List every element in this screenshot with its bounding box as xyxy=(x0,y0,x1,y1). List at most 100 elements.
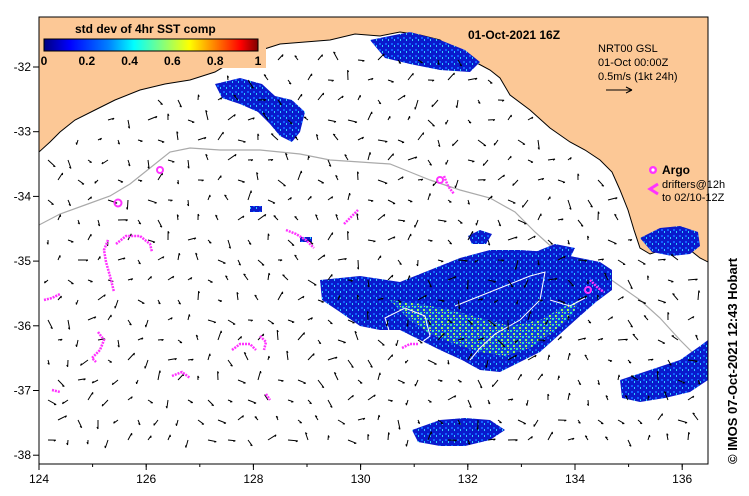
current-vector xyxy=(647,395,650,401)
current-vector xyxy=(445,159,449,165)
current-vector xyxy=(327,435,330,441)
current-vector xyxy=(487,195,493,201)
current-vector xyxy=(67,159,72,169)
current-vector xyxy=(78,259,89,262)
current-vector xyxy=(205,109,209,121)
current-vector xyxy=(287,239,295,246)
current-vector xyxy=(427,239,433,242)
current-vector xyxy=(195,252,199,261)
current-vector xyxy=(603,272,609,281)
current-vector xyxy=(447,395,457,401)
current-vector xyxy=(227,319,236,325)
current-vector xyxy=(347,69,350,81)
current-vector xyxy=(387,153,394,161)
current-vector xyxy=(127,159,131,167)
current-vector xyxy=(687,315,695,321)
current-vector xyxy=(417,59,423,64)
current-vector xyxy=(217,175,222,181)
current-vector xyxy=(557,255,566,261)
current-vector xyxy=(47,199,54,205)
current-vector xyxy=(107,314,112,321)
current-vector xyxy=(147,239,156,243)
current-vector xyxy=(657,339,666,344)
current-vector xyxy=(377,53,385,61)
current-vector xyxy=(137,259,141,265)
current-vector xyxy=(547,278,558,281)
current-vector xyxy=(397,94,406,101)
current-vector xyxy=(282,274,289,281)
current-vector xyxy=(267,272,271,281)
current-vector xyxy=(416,259,419,267)
current-vector xyxy=(47,159,56,168)
current-vector xyxy=(197,213,200,221)
current-vector xyxy=(517,139,526,145)
current-vector xyxy=(437,419,444,424)
lon-tick-label: 126 xyxy=(136,472,156,486)
current-vector xyxy=(307,399,312,405)
current-vector xyxy=(57,338,63,341)
current-vector xyxy=(197,179,204,182)
current-vector xyxy=(357,379,363,384)
current-vector xyxy=(587,199,593,208)
current-vector xyxy=(57,295,62,301)
current-vector xyxy=(677,379,685,384)
current-vector xyxy=(356,259,359,270)
current-vector xyxy=(67,239,74,243)
current-vector xyxy=(347,359,354,369)
current-vector xyxy=(697,290,701,301)
current-vector xyxy=(367,359,373,368)
current-vector xyxy=(474,259,479,263)
current-vector xyxy=(647,358,654,361)
current-vector xyxy=(547,393,550,401)
current-vector xyxy=(477,99,481,104)
current-vector xyxy=(406,319,409,327)
lat-tick-label: -36 xyxy=(14,319,32,333)
current-vector xyxy=(187,237,197,241)
current-vector xyxy=(247,159,254,162)
info-source: NRT00 GSL xyxy=(598,43,658,55)
current-vector xyxy=(477,379,483,389)
current-vector xyxy=(217,131,224,141)
colorbar-ramp xyxy=(43,38,259,52)
current-vector xyxy=(637,259,646,265)
current-vector xyxy=(527,116,534,121)
current-vector xyxy=(627,319,634,328)
current-vector xyxy=(327,119,337,123)
current-vector xyxy=(377,372,381,381)
current-vector xyxy=(587,235,590,241)
current-vector xyxy=(447,72,455,81)
current-vector xyxy=(457,419,461,425)
current-vector xyxy=(287,119,293,125)
colorbar-label: std dev of 4hr SST comp xyxy=(75,22,216,36)
current-vector xyxy=(77,179,85,185)
current-vector xyxy=(267,199,276,204)
current-vector xyxy=(457,299,461,310)
current-vector xyxy=(567,157,572,161)
current-vector xyxy=(187,399,194,404)
current-vector xyxy=(294,55,299,61)
current-vector xyxy=(567,199,572,210)
current-vector xyxy=(497,99,505,102)
current-vector xyxy=(287,439,299,443)
current-vector xyxy=(197,136,207,141)
current-vector xyxy=(297,332,305,341)
current-vector xyxy=(297,295,305,301)
current-vector xyxy=(96,420,99,430)
current-vector xyxy=(297,93,303,101)
current-vector xyxy=(405,359,409,364)
current-vector xyxy=(537,299,543,302)
current-vector xyxy=(493,299,499,304)
current-vector xyxy=(126,199,129,210)
current-vector xyxy=(597,294,600,301)
current-vector xyxy=(294,216,299,221)
current-vector xyxy=(586,279,589,285)
current-vector xyxy=(327,79,334,82)
lat-tick-label: -34 xyxy=(14,189,32,203)
current-vector xyxy=(577,337,587,341)
current-vector xyxy=(277,179,286,187)
current-vector xyxy=(377,297,384,301)
current-vector xyxy=(227,399,233,403)
current-vector xyxy=(327,399,333,408)
current-vector xyxy=(337,419,346,425)
current-vector xyxy=(537,259,540,266)
